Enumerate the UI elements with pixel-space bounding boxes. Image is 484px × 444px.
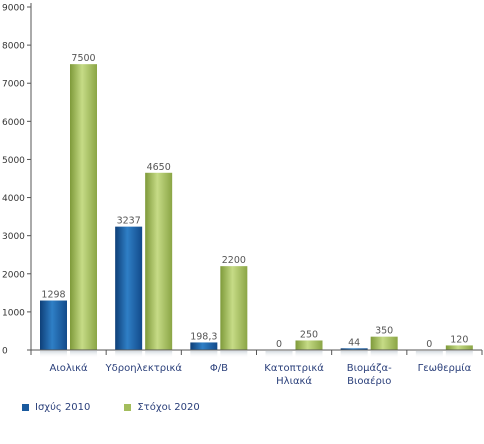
bar-reflection xyxy=(295,351,323,358)
bar-reflection xyxy=(220,351,248,358)
data-label: 250 xyxy=(300,329,318,340)
bar-στόχοι-2020-αιολικά xyxy=(70,64,97,351)
bar-reflection xyxy=(265,351,293,358)
data-label: 0 xyxy=(276,339,282,350)
x-category-label: Υδροηλεκτρικά xyxy=(105,362,183,374)
x-category-label: Γεωθερμία xyxy=(418,362,472,374)
data-label: 3237 xyxy=(117,216,141,227)
legend-swatch-blue xyxy=(22,404,29,411)
bars xyxy=(40,64,473,351)
bar-reflection xyxy=(445,351,473,358)
legend-label: Ισχύς 2010 xyxy=(35,402,91,413)
data-label: 120 xyxy=(450,334,468,345)
bar-ισχύς-2010-φ-β xyxy=(190,342,218,350)
legend: Ισχύς 2010 Στόχοι 2020 xyxy=(22,402,200,413)
bar-στόχοι-2020-βιομάζα-βιοαέριο xyxy=(370,336,398,350)
bar-στόχοι-2020-γεωθερμία xyxy=(445,345,473,350)
legend-item-stochoi-2020: Στόχοι 2020 xyxy=(124,402,200,413)
bar-reflection xyxy=(370,351,398,358)
bar-reflection xyxy=(340,351,368,358)
bar-reflection xyxy=(115,351,143,358)
bar-reflection xyxy=(145,351,173,358)
bar-ισχύς-2010-υδροηλεκτρικά xyxy=(115,226,143,350)
x-category-label: Βιομάζα-Βιοαέριο xyxy=(347,362,392,387)
y-tick-label: 6000 xyxy=(2,118,25,128)
y-tick-label: 3000 xyxy=(2,232,25,242)
bar-reflection xyxy=(415,351,443,358)
bar-reflections xyxy=(40,351,473,358)
data-label: 2200 xyxy=(222,255,246,266)
data-labels: 1298 7500 3237 4650 198,3 2200 0 250 44 350 0 120 xyxy=(41,53,468,350)
bar-στόχοι-2020-κατοπτρικά-ηλιακά xyxy=(295,340,323,350)
x-axis-category-ticks xyxy=(30,350,483,355)
y-tick-label: 1000 xyxy=(2,308,25,318)
data-label: 198,3 xyxy=(190,331,217,342)
x-category-label: Κατοπτρικά Ηλιακά xyxy=(264,362,324,387)
bar-reflection xyxy=(190,351,218,358)
data-label: 7500 xyxy=(71,53,95,64)
y-tick-label: 2000 xyxy=(2,270,25,280)
legend-label: Στόχοι 2020 xyxy=(137,402,200,413)
y-tick-label: 8000 xyxy=(2,42,25,52)
legend-item-ischys-2010: Ισχύς 2010 xyxy=(22,402,90,413)
data-label: 1298 xyxy=(41,290,65,301)
data-label: 44 xyxy=(348,337,360,348)
legend-swatch-green xyxy=(124,404,132,411)
y-tick-label: 7000 xyxy=(2,80,25,90)
bar-reflection xyxy=(70,351,97,358)
x-category-label: Φ/Β xyxy=(210,363,228,374)
y-tick-label: 5000 xyxy=(2,156,25,166)
bar-ισχύς-2010-αιολικά xyxy=(40,300,67,350)
x-category-label: Αιολικά xyxy=(50,362,89,374)
bar-reflection xyxy=(40,351,67,358)
y-tick-label: 4000 xyxy=(2,194,25,204)
data-label: 350 xyxy=(375,326,393,337)
y-tick-label: 9000 xyxy=(2,4,25,14)
y-tick-label: 0 xyxy=(2,347,8,357)
y-axis-ticks: 0 1000 2000 3000 4000 5000 6000 7000 8000 9000 xyxy=(2,4,31,357)
bar-ισχύς-2010-βιομάζα-βιοαέριο xyxy=(340,348,368,350)
data-label: 0 xyxy=(426,339,432,350)
data-label: 4650 xyxy=(147,162,171,173)
bar-στόχοι-2020-υδροηλεκτρικά xyxy=(145,172,173,350)
bar-στόχοι-2020-φ-β xyxy=(220,266,248,350)
x-axis-labels: Αιολικά Υδροηλεκτρικά Φ/Β Κατοπτρικά Ηλιακά Β… xyxy=(50,362,472,387)
